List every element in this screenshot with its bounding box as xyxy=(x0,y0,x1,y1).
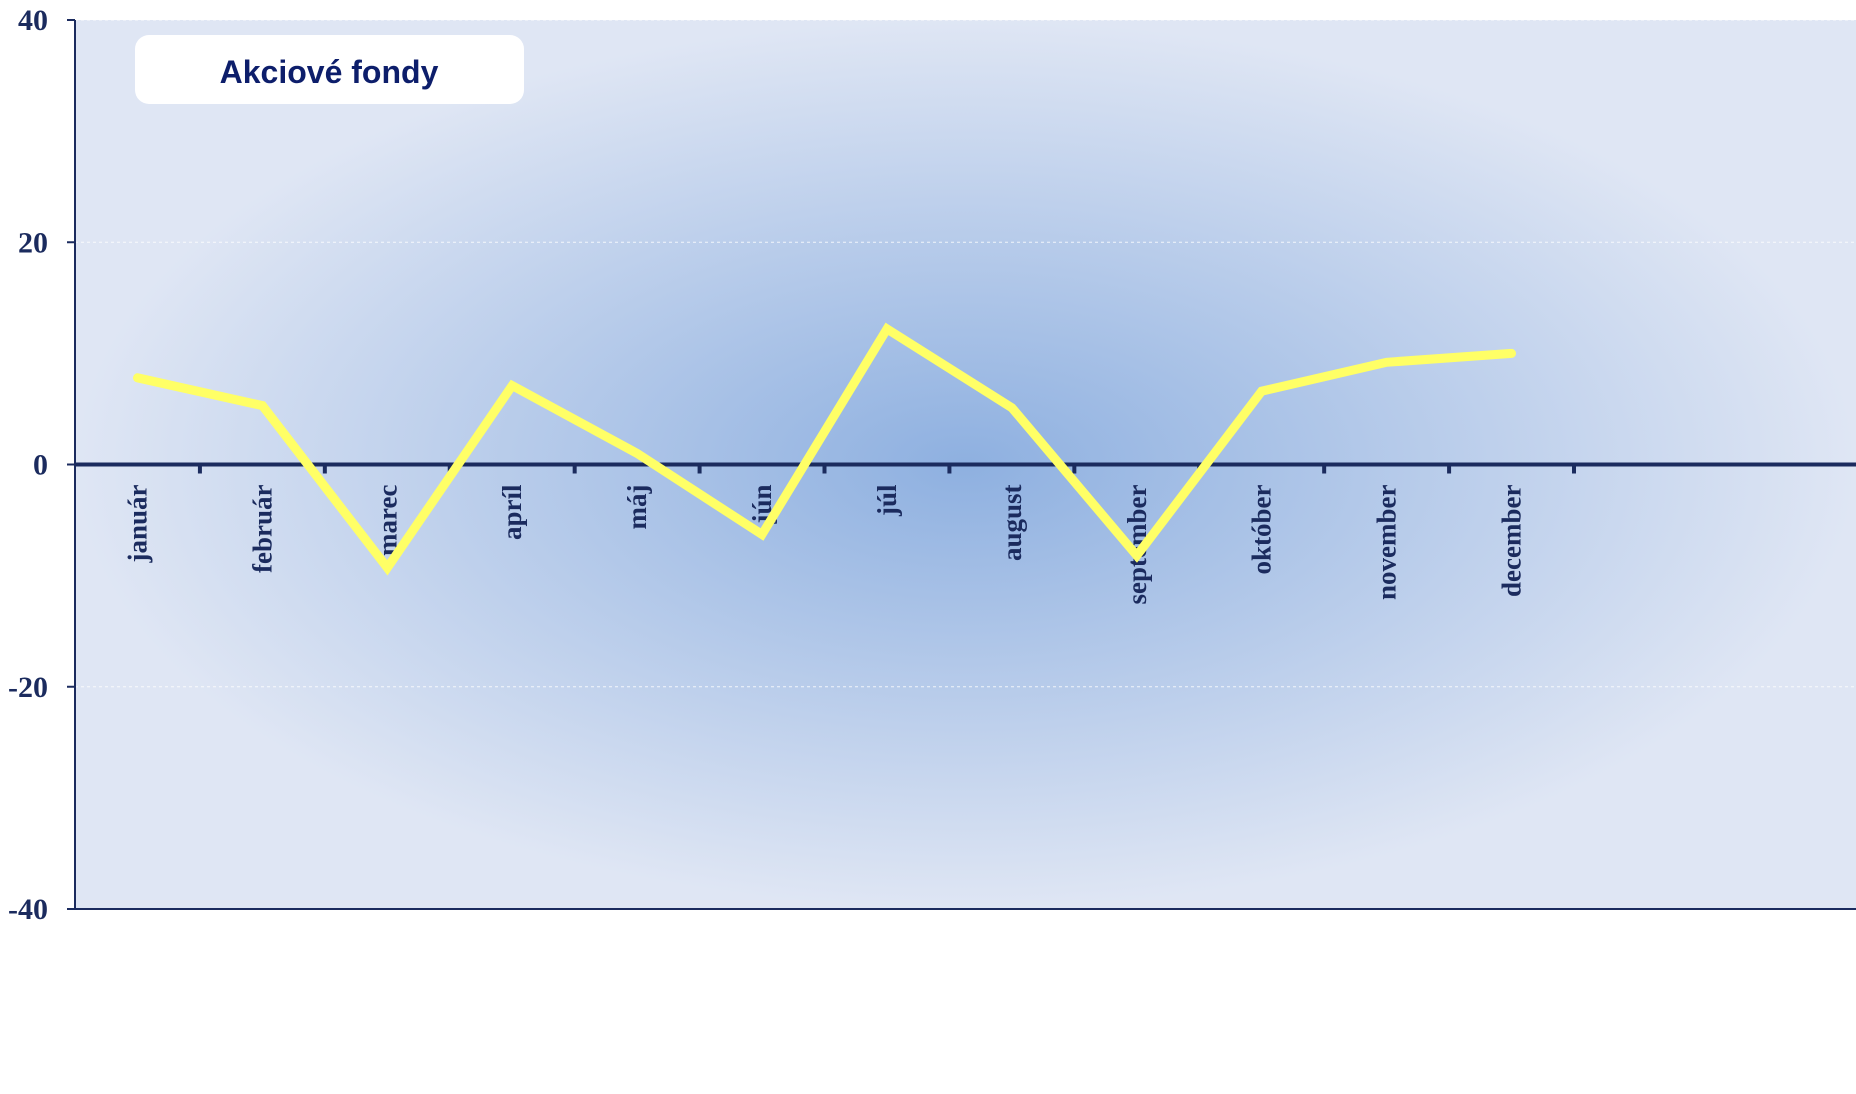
y-tick-label: 0 xyxy=(33,449,48,482)
x-category-label: máj xyxy=(622,485,652,530)
y-axis-ticks: -40 -20 0 20 40 xyxy=(8,4,75,926)
x-category-label: október xyxy=(1247,484,1277,574)
x-category-label: február xyxy=(247,484,277,572)
x-category-label: november xyxy=(1372,484,1402,599)
y-tick-label: 20 xyxy=(18,226,48,259)
y-tick-label: -20 xyxy=(8,671,48,704)
y-tick-label: -40 xyxy=(8,893,48,926)
legend: Akciové fondy xyxy=(135,35,524,104)
y-tick-label: 40 xyxy=(18,4,48,37)
x-category-label: apríl xyxy=(497,484,527,540)
x-category-label: august xyxy=(997,484,1027,561)
x-category-label: december xyxy=(1497,484,1527,596)
x-category-label: júl xyxy=(872,484,902,517)
x-category-label: január xyxy=(122,484,152,563)
legend-entry-akciove-fondy: Akciové fondy xyxy=(220,54,439,90)
